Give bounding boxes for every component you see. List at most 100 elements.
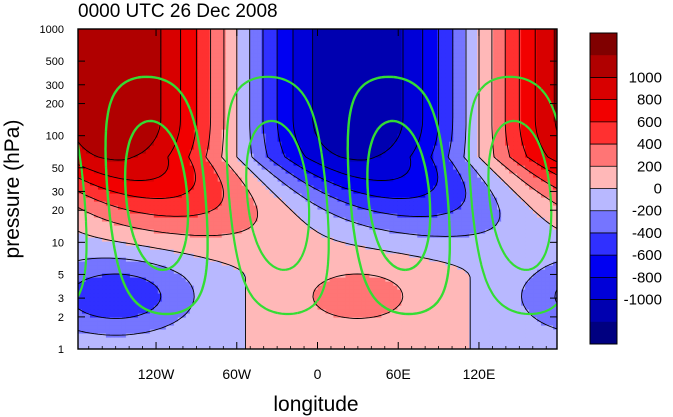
field-cell bbox=[369, 197, 374, 202]
field-cell bbox=[321, 345, 327, 349]
field-cell bbox=[453, 197, 458, 202]
field-cell bbox=[457, 273, 462, 278]
field-cell bbox=[78, 313, 83, 318]
field-cell bbox=[349, 257, 355, 262]
field-cell bbox=[433, 277, 438, 282]
field-cell bbox=[257, 193, 263, 198]
field-cell bbox=[117, 301, 123, 306]
field-cell bbox=[125, 321, 131, 326]
field-cell bbox=[553, 325, 557, 330]
field-cell bbox=[229, 289, 235, 294]
field-cell bbox=[529, 245, 534, 250]
field-cell bbox=[117, 229, 123, 234]
field-cell bbox=[305, 337, 311, 342]
field-cell bbox=[405, 261, 410, 266]
field-cell bbox=[237, 297, 243, 302]
field-cell bbox=[261, 325, 267, 330]
field-cell bbox=[525, 253, 530, 258]
field-cell bbox=[469, 285, 474, 290]
field-cell bbox=[385, 245, 390, 250]
field-cell bbox=[97, 225, 103, 230]
field-cell bbox=[217, 313, 223, 318]
field-cell bbox=[169, 273, 175, 278]
field-cell bbox=[149, 197, 155, 202]
field-cell bbox=[321, 305, 327, 310]
field-cell bbox=[261, 289, 267, 294]
field-cell bbox=[341, 233, 347, 238]
field-cell bbox=[241, 321, 247, 326]
field-cell bbox=[173, 241, 179, 246]
field-cell bbox=[201, 205, 207, 210]
field-cell bbox=[481, 205, 486, 210]
field-cell bbox=[93, 181, 99, 186]
field-cell bbox=[457, 293, 462, 298]
field-cell bbox=[449, 189, 454, 194]
field-cell bbox=[341, 345, 347, 349]
field-cell bbox=[113, 325, 119, 330]
field-cell bbox=[145, 269, 151, 274]
field-cell bbox=[541, 237, 546, 242]
field-cell bbox=[245, 233, 251, 238]
field-cell bbox=[553, 193, 557, 198]
field-cell bbox=[381, 201, 386, 206]
field-cell bbox=[149, 209, 155, 214]
field-cell bbox=[153, 285, 159, 290]
field-cell bbox=[237, 213, 243, 218]
field-cell bbox=[273, 189, 279, 194]
field-cell bbox=[509, 281, 514, 286]
field-cell bbox=[173, 277, 179, 282]
field-cell bbox=[297, 225, 303, 230]
field-cell bbox=[533, 305, 538, 310]
field-cell bbox=[453, 313, 458, 318]
field-cell bbox=[305, 305, 311, 310]
field-cell bbox=[341, 305, 347, 310]
field-cell bbox=[161, 337, 167, 342]
field-cell bbox=[553, 221, 557, 226]
field-cell bbox=[137, 237, 143, 242]
field-cell bbox=[169, 317, 175, 322]
field-cell bbox=[329, 201, 335, 206]
field-cell bbox=[193, 301, 199, 306]
field-cell bbox=[269, 229, 275, 234]
field-cell bbox=[273, 309, 279, 314]
field-cell bbox=[529, 221, 534, 226]
field-cell bbox=[209, 281, 215, 286]
field-cell bbox=[225, 301, 231, 306]
field-cell bbox=[229, 205, 235, 210]
field-cell bbox=[289, 221, 295, 226]
field-cell bbox=[265, 197, 271, 202]
field-cell bbox=[497, 289, 502, 294]
field-cell bbox=[341, 269, 347, 274]
field-cell bbox=[409, 205, 414, 210]
field-cell bbox=[469, 253, 474, 258]
field-cell bbox=[305, 241, 311, 246]
field-cell bbox=[189, 277, 195, 282]
field-cell bbox=[213, 317, 219, 322]
field-cell bbox=[229, 281, 235, 286]
field-cell bbox=[293, 333, 299, 338]
field-cell bbox=[177, 273, 183, 278]
field-cell bbox=[253, 289, 259, 294]
field-cell bbox=[89, 217, 95, 222]
field-cell bbox=[537, 225, 542, 230]
field-cell bbox=[377, 249, 382, 254]
field-cell bbox=[393, 237, 398, 242]
field-cell bbox=[529, 273, 534, 278]
field-cell bbox=[133, 233, 139, 238]
field-cell bbox=[545, 281, 550, 286]
field-cell bbox=[301, 181, 307, 186]
field-cell bbox=[197, 261, 203, 266]
field-cell bbox=[78, 225, 83, 230]
field-cell bbox=[129, 253, 135, 258]
field-cell bbox=[329, 253, 335, 258]
field-cell bbox=[309, 237, 315, 242]
field-cell bbox=[109, 197, 115, 202]
field-cell bbox=[429, 253, 434, 258]
field-cell bbox=[357, 309, 363, 314]
field-cell bbox=[545, 233, 550, 238]
field-cell bbox=[521, 273, 526, 278]
field-cell bbox=[309, 321, 315, 326]
field-cell bbox=[81, 297, 87, 302]
field-cell bbox=[509, 297, 514, 302]
field-cell bbox=[293, 229, 299, 234]
